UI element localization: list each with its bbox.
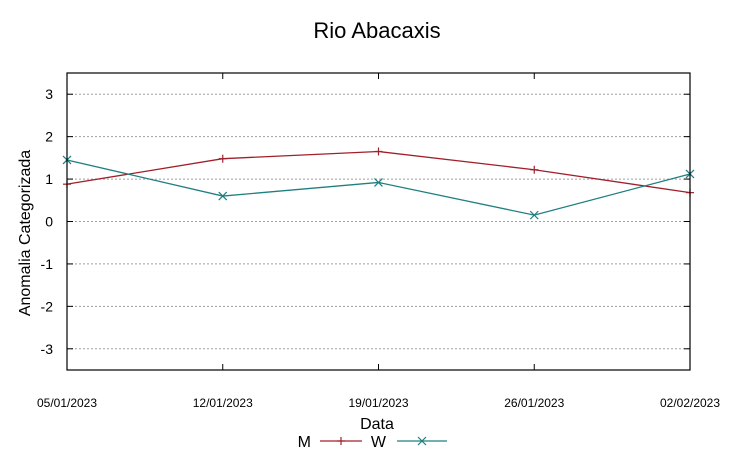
data-point-W bbox=[374, 178, 383, 187]
y-tick-label: 0 bbox=[45, 214, 53, 230]
data-point-M bbox=[374, 147, 383, 156]
legend-label-W: W bbox=[371, 434, 387, 451]
x-tick-label: 12/01/2023 bbox=[193, 396, 253, 410]
y-tick-label: 3 bbox=[45, 86, 53, 102]
y-tick-label: -2 bbox=[41, 298, 54, 314]
grid-lines bbox=[66, 73, 691, 370]
data-point-M bbox=[530, 165, 539, 174]
x-tick-labels: 05/01/2023 12/01/2023 19/01/2023 26/01/2023… bbox=[37, 396, 720, 410]
x-tick-label: 19/01/2023 bbox=[348, 396, 408, 410]
y-tick-labels: 3 2 1 0 -1 -2 -3 bbox=[41, 86, 54, 357]
series-layer bbox=[62, 147, 695, 220]
data-point-W bbox=[218, 191, 228, 201]
x-tick-label: 05/01/2023 bbox=[37, 396, 97, 410]
x-axis-label: Data bbox=[360, 416, 394, 433]
data-point-M bbox=[218, 154, 227, 163]
y-axis-label: Anomalia Categorizada bbox=[17, 150, 34, 316]
legend-marker-W bbox=[417, 436, 427, 446]
plot-frame bbox=[66, 72, 691, 371]
y-tick-label: -3 bbox=[41, 341, 54, 357]
legend-marker-M bbox=[337, 437, 345, 445]
y-tick-label: -1 bbox=[41, 256, 54, 272]
x-tick-label: 26/01/2023 bbox=[504, 396, 564, 410]
chart-title: Rio Abacaxis bbox=[313, 18, 440, 43]
y-tick-label: 2 bbox=[45, 129, 53, 145]
y-tick-label: 1 bbox=[45, 171, 53, 187]
x-tick-label: 02/02/2023 bbox=[660, 396, 720, 410]
data-point-W bbox=[529, 210, 539, 220]
series-line-M bbox=[66, 150, 691, 194]
legend-label-M: M bbox=[298, 434, 311, 451]
